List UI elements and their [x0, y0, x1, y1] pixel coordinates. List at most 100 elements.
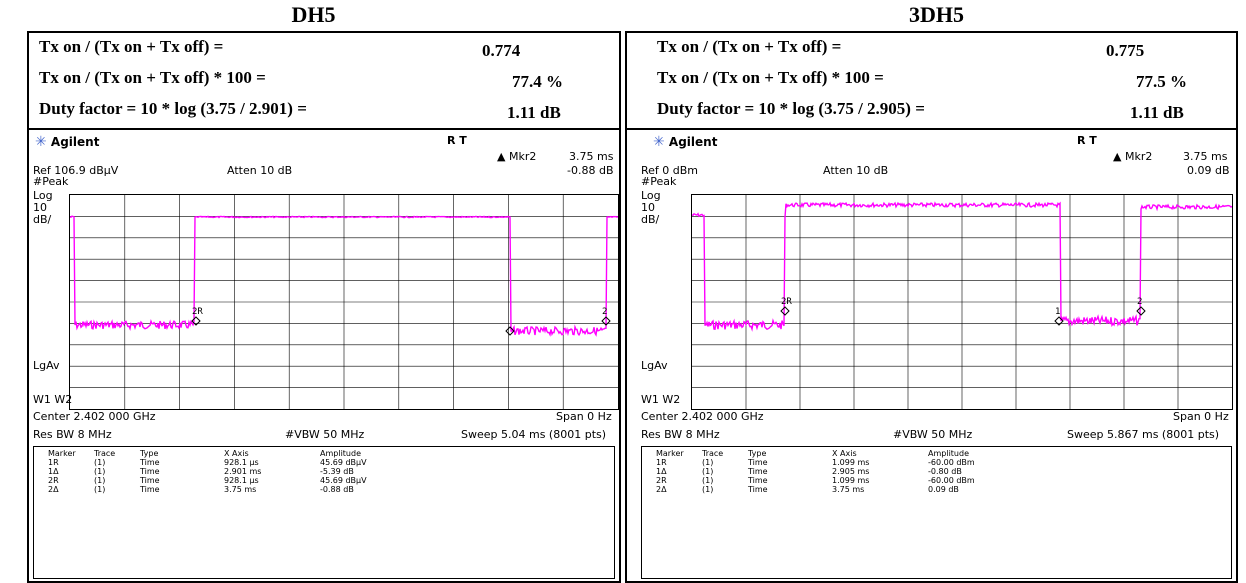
scale-value: 10	[33, 201, 47, 214]
duty-percent-value: 77.4 %	[512, 72, 563, 91]
ref-level: Ref 0 dBm	[641, 164, 699, 177]
trace-plot: 2R 2	[69, 195, 619, 409]
video-bandwidth: #VBW 50 MHz	[893, 428, 973, 441]
marker-table-header: Type	[140, 449, 159, 458]
scale-value: 10	[641, 201, 655, 214]
marker-diamond-icon	[780, 306, 790, 316]
marker-table-cell: -5.39 dB	[320, 467, 354, 476]
averaging-mode: LgAv	[33, 359, 60, 372]
marker-table-cell: Time	[748, 476, 768, 485]
marker-label: 2R	[192, 307, 203, 317]
marker-label: 2	[1137, 297, 1142, 307]
marker-diamond-icon	[191, 316, 201, 326]
marker-table-cell: (1)	[94, 467, 106, 476]
video-bandwidth: #VBW 50 MHz	[285, 428, 365, 441]
marker-table-cell: (1)	[94, 476, 106, 485]
marker-table-cell: 45.69 dBμV	[320, 458, 367, 467]
panel-title-3dh5: 3DH5	[909, 2, 964, 27]
agilent-logo: ✳ Agilent	[35, 134, 100, 150]
duty-row-percent: Tx on / (Tx on + Tx off) * 100 = 77.4 %	[29, 64, 619, 94]
trace-plot: 2R 1 2	[691, 195, 1233, 409]
marker-table-cell: Time	[140, 458, 160, 467]
marker-table-cell: (1)	[702, 467, 714, 476]
marker-table-cell: 45.69 dBμV	[320, 476, 367, 485]
detector-mode: #Peak	[33, 175, 69, 188]
marker-label: 1	[1055, 307, 1060, 317]
marker-table-cell: 1.099 ms	[832, 458, 870, 467]
marker-table-cell: 3.75 ms	[224, 485, 257, 494]
rt-indicator: R T	[1077, 134, 1097, 147]
marker-table-cell: (1)	[94, 458, 106, 467]
marker-table-header: Trace	[702, 449, 724, 458]
resolution-bandwidth: Res BW 8 MHz	[33, 428, 112, 441]
marker-table-cell: (1)	[702, 476, 714, 485]
marker-table-cell: 0.09 dB	[928, 485, 959, 494]
duty-row-ratio: Tx on / (Tx on + Tx off) = 0.775	[627, 33, 1236, 63]
marker-table: Marker Trace Type X Axis Amplitude 1R (1) Time 1…	[641, 446, 1232, 579]
marker-table-cell: 1R	[656, 458, 667, 467]
agilent-star-icon: ✳	[35, 134, 47, 150]
marker-readout-label: ▲ Mkr2	[1113, 150, 1153, 163]
marker-table-cell: 2R	[48, 476, 59, 485]
marker-table-cell: Time	[140, 467, 160, 476]
marker-table-cell: 2R	[656, 476, 667, 485]
ref-level: Ref 106.9 dBμV	[33, 164, 119, 177]
duty-row-ratio: Tx on / (Tx on + Tx off) = 0.774	[29, 33, 619, 63]
attenuation: Atten 10 dB	[227, 164, 293, 177]
marker-table-cell: 928.1 μs	[224, 458, 259, 467]
marker-table-cell: -0.88 dB	[320, 485, 354, 494]
marker-table-cell: (1)	[702, 485, 714, 494]
marker-table-cell: 1Δ	[656, 467, 667, 476]
duty-percent-label: Tx on / (Tx on + Tx off) * 100 =	[39, 68, 266, 87]
duty-ratio-value: 0.774	[482, 41, 521, 60]
marker-table-cell: 2Δ	[48, 485, 59, 494]
trace-graticule: 2R 1 2	[691, 194, 1233, 410]
marker-table-header: X Axis	[224, 449, 249, 458]
marker-table-cell: Time	[748, 467, 768, 476]
marker-table-cell: Time	[748, 458, 768, 467]
duty-ratio-label: Tx on / (Tx on + Tx off) =	[39, 37, 224, 56]
rt-indicator: R T	[447, 134, 467, 147]
duty-factor-label: Duty factor = 10 * log (3.75 / 2.901) =	[39, 99, 307, 118]
marker-table-header: Amplitude	[320, 449, 361, 458]
center-frequency: Center 2.402 000 GHz	[641, 410, 764, 423]
marker-table-header: Marker	[48, 449, 76, 458]
window-indicator: W1 W2	[33, 393, 73, 406]
marker-readout-y: -0.88 dB	[567, 164, 614, 177]
marker-diamond-icon	[505, 326, 515, 336]
agilent-logo: ✳ Agilent	[653, 134, 718, 150]
marker-table-cell: (1)	[94, 485, 106, 494]
marker-table-cell: Time	[748, 485, 768, 494]
marker-table-cell: -60.00 dBm	[928, 476, 975, 485]
marker-label: 2	[602, 307, 607, 317]
duty-factor-value: 1.11 dB	[1130, 103, 1184, 122]
duty-ratio-label: Tx on / (Tx on + Tx off) =	[657, 37, 842, 56]
window-indicator: W1 W2	[641, 393, 681, 406]
marker-table-cell: 2.901 ms	[224, 467, 262, 476]
trace-graticule: 2R 2	[69, 194, 619, 410]
resolution-bandwidth: Res BW 8 MHz	[641, 428, 720, 441]
marker-table-cell: 3.75 ms	[832, 485, 865, 494]
marker-table-cell: Time	[140, 485, 160, 494]
marker-diamond-icon	[1136, 306, 1146, 316]
scale-unit: dB/	[641, 213, 660, 226]
marker-readout-y: 0.09 dB	[1187, 164, 1230, 177]
duty-row-factor: Duty factor = 10 * log (3.75 / 2.905) = …	[627, 95, 1236, 125]
marker-table-cell: -60.00 dBm	[928, 458, 975, 467]
duty-row-factor: Duty factor = 10 * log (3.75 / 2.901) = …	[29, 95, 619, 125]
marker-table-cell: (1)	[702, 458, 714, 467]
marker-table-header: Marker	[656, 449, 684, 458]
analyzer-screen: ✳ Agilent R T ▲ Mkr2 3.75 ms Ref 0 dBm A…	[627, 130, 1236, 581]
panel-title-dh5: DH5	[291, 2, 336, 27]
marker-table-cell: 2Δ	[656, 485, 667, 494]
center-frequency: Center 2.402 000 GHz	[33, 410, 156, 423]
marker-table-header: Amplitude	[928, 449, 969, 458]
averaging-mode: LgAv	[641, 359, 668, 372]
trace-line	[691, 201, 1233, 332]
marker-table-cell: 1.099 ms	[832, 476, 870, 485]
analyzer-screen: ✳ Agilent R T ▲ Mkr2 3.75 ms Ref 106.9 d…	[29, 130, 619, 581]
duty-factor-label: Duty factor = 10 * log (3.75 / 2.905) =	[657, 99, 925, 118]
span: Span 0 Hz	[1173, 410, 1229, 423]
marker-table-header: X Axis	[832, 449, 857, 458]
dh5-panel: Tx on / (Tx on + Tx off) = 0.774 Tx on /…	[27, 31, 621, 583]
